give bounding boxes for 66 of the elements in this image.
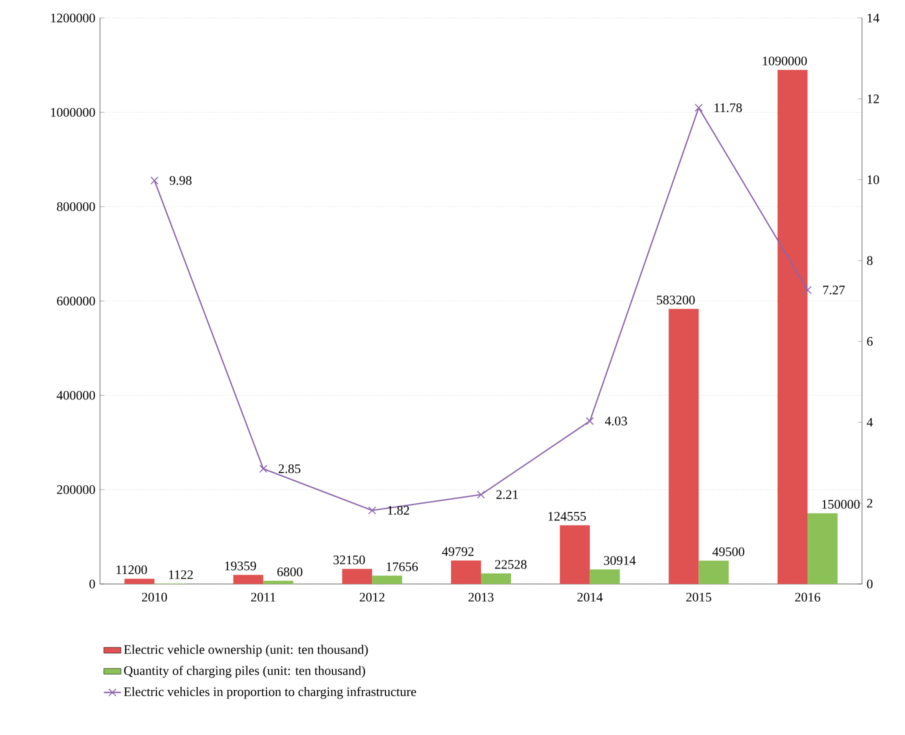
y-tick-label: 1000000: [51, 108, 95, 117]
data-label: 4.03: [604, 416, 627, 426]
bar: [263, 580, 294, 584]
legend-label: Electric vehicle ownership (unit: ten thousand): [124, 644, 368, 657]
x-tick-label: 2011: [251, 592, 276, 602]
bar: [808, 513, 838, 584]
y2-tick-label: 2: [867, 498, 872, 508]
bar: [451, 560, 482, 584]
y2-tick-label: 6: [867, 337, 873, 346]
data-label: 11.78: [714, 103, 742, 112]
bar: [233, 574, 264, 584]
data-label: 2.85: [278, 464, 300, 474]
point: [804, 286, 812, 294]
y2-tick-label: 8: [867, 256, 873, 265]
data-label: 1.82: [388, 506, 410, 515]
point: [368, 506, 376, 514]
x-tick-label: 2016: [795, 592, 820, 602]
y2-tick-label: 4: [866, 418, 873, 427]
y2-tick-label: 10: [868, 175, 880, 184]
data-label: 49792: [442, 547, 474, 556]
point: [259, 464, 268, 473]
bar: [124, 578, 154, 584]
bar: [481, 573, 511, 584]
y-tick-label: 200000: [57, 485, 95, 494]
y-tick-label: 1200000: [51, 14, 95, 22]
point: [694, 104, 703, 112]
data-label: 30914: [604, 556, 636, 565]
data-label: 124555: [548, 512, 586, 521]
data-label: 17656: [386, 562, 418, 572]
y2-tick-label: 12: [868, 94, 879, 104]
y2-tick-label: 14: [868, 14, 880, 22]
x-tick-label: 2015: [686, 592, 712, 602]
bar: [590, 569, 620, 584]
bar: [668, 308, 699, 584]
data-label: 1122: [169, 570, 193, 579]
bar: [372, 576, 402, 584]
data-label: 19359: [225, 562, 256, 570]
data-label: 6800: [277, 567, 302, 576]
data-label: 32150: [334, 556, 365, 564]
y-tick-label: 800000: [56, 202, 95, 212]
data-label: 11200: [116, 565, 147, 574]
data-label: 2.21: [496, 490, 518, 500]
data-label: 49500: [712, 547, 744, 556]
legend-label: Quantity of charging piles (unit: ten thousand): [124, 666, 366, 678]
y-tick-label: 400000: [56, 390, 95, 400]
data-label: 583200: [656, 296, 695, 304]
point: [586, 417, 594, 426]
x-tick-label: 2010: [142, 592, 167, 602]
y-tick-label: 600000: [57, 296, 95, 306]
legend-label: Electric vehicles in proportion to charging infrastructure: [124, 686, 416, 699]
bar: [698, 560, 729, 584]
data-label: 9.98: [170, 176, 192, 185]
bar: [342, 568, 372, 584]
y2-tick-label: 0: [867, 580, 873, 588]
y-tick-label: 0: [89, 580, 95, 588]
x-tick-label: 2012: [360, 592, 384, 602]
data-label: 1090000: [762, 56, 807, 66]
point: [150, 176, 158, 185]
bar: [778, 70, 808, 584]
data-label: 22528: [495, 560, 527, 569]
x-tick-label: 2014: [577, 592, 603, 602]
x-tick-label: 2013: [468, 592, 494, 602]
data-label: 7.27: [823, 286, 845, 294]
data-label: 150000: [822, 500, 860, 509]
point: [476, 490, 486, 499]
bar: [560, 525, 590, 584]
